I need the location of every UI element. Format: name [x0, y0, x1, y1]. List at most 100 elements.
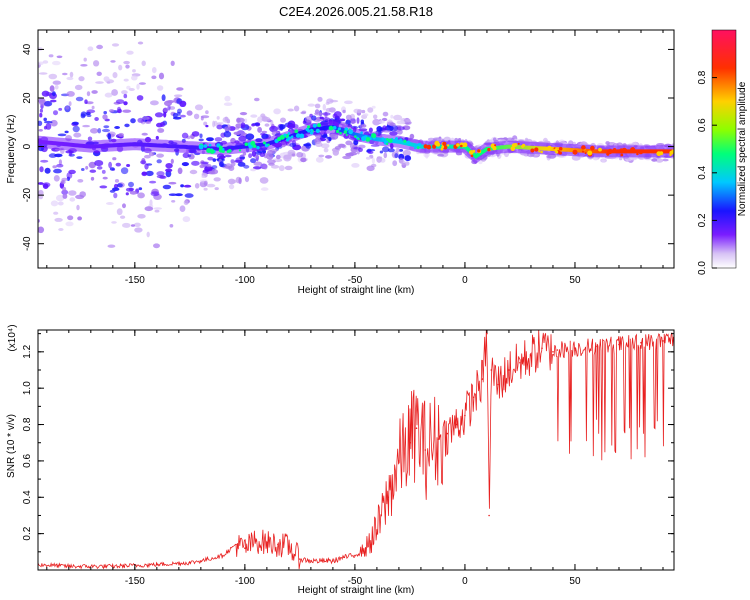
heatmap-cell: [397, 129, 403, 135]
ridge-peak: [584, 152, 587, 155]
snr-data-point: [508, 369, 510, 371]
heatmap-cell: [137, 192, 145, 199]
heatmap-cell: [137, 117, 144, 123]
ridge-peak: [315, 128, 320, 133]
heatmap-cell: [115, 99, 125, 104]
ridge-peak: [337, 127, 341, 131]
heatmap-cell: [379, 150, 384, 154]
heatmap-cell: [76, 204, 80, 211]
heatmap-cell: [128, 88, 135, 91]
heatmap-cell: [151, 75, 157, 80]
ridge-peak: [309, 131, 314, 135]
heatmap-cell: [131, 75, 138, 81]
heatmap-cell: [244, 118, 248, 123]
heatmap-cell: [102, 128, 110, 133]
heatmap-cell: [367, 107, 374, 113]
heatmap-cell: [267, 159, 276, 164]
heatmap-cell: [87, 136, 93, 142]
heatmap-cell: [78, 76, 85, 82]
heatmap-cell: [356, 117, 360, 124]
snr-data-point: [574, 347, 576, 350]
heatmap-cell: [325, 155, 332, 159]
ridge-peak: [256, 146, 260, 150]
heatmap-cell: [373, 114, 378, 120]
heatmap-cell: [102, 114, 108, 120]
heatmap-cell: [104, 92, 113, 98]
ridge-peak: [434, 140, 440, 146]
heatmap-cell: [144, 154, 151, 159]
ridge-peak: [267, 143, 270, 146]
colorbar-tick-label: 0.4: [697, 165, 708, 179]
snr-data-point: [244, 547, 246, 549]
heatmap-cell: [123, 93, 128, 99]
y-tick-label: 40: [22, 43, 33, 55]
snr-scale-label: (x10⁴): [7, 324, 18, 351]
heatmap-cell: [662, 158, 669, 162]
heatmap-cell: [201, 175, 205, 179]
y-tick-label: 20: [22, 92, 33, 104]
heatmap-cell: [176, 87, 184, 91]
heatmap-cell: [342, 109, 346, 114]
ridge-peak: [513, 143, 518, 147]
ridge-peak: [623, 148, 627, 152]
snr-data-point: [486, 332, 488, 335]
heatmap-cell: [103, 111, 107, 115]
snr-data-point: [409, 441, 411, 444]
heatmap-cell: [163, 111, 167, 118]
ridge-peak: [517, 142, 520, 145]
heatmap-cell: [350, 121, 357, 124]
heatmap-cell: [111, 89, 118, 96]
heatmap-cell: [77, 216, 82, 221]
heatmap-cell: [205, 110, 209, 115]
heatmap-cell: [203, 121, 208, 126]
heatmap-cell: [321, 112, 331, 116]
heatmap-cell: [144, 206, 154, 212]
heatmap-cell: [154, 112, 164, 118]
heatmap-cell: [251, 150, 257, 157]
snr-data-point: [455, 423, 457, 426]
heatmap-cell: [236, 117, 245, 123]
heatmap-cell: [155, 135, 159, 140]
snr-data-point: [488, 514, 490, 517]
heatmap-cell: [177, 167, 183, 175]
snr-data-point: [200, 560, 202, 562]
heatmap-cell: [436, 138, 445, 142]
heatmap-cell: [69, 197, 76, 202]
ridge-peak: [582, 150, 585, 153]
heatmap-cell: [181, 132, 189, 139]
heatmap-cell: [162, 184, 172, 190]
ridge-peak: [555, 150, 559, 154]
heatmap-cell: [50, 99, 57, 103]
heatmap-cell: [318, 112, 323, 117]
heatmap-cell: [132, 69, 136, 73]
ridge-peak: [587, 150, 593, 156]
colorbar-tick-label: 0.6: [697, 118, 708, 132]
heatmap-cell: [214, 137, 223, 142]
heatmap-cell: [99, 185, 108, 189]
ridge-peak: [317, 123, 322, 128]
x-tick-label: -100: [235, 275, 255, 286]
heatmap-cell: [183, 184, 192, 188]
heatmap-cell: [311, 115, 317, 121]
y-tick-label: 0.2: [22, 526, 33, 540]
ridge-peak: [348, 129, 354, 135]
heatmap-cell: [182, 216, 191, 223]
heatmap-cell: [280, 117, 286, 123]
heatmap-cell: [314, 103, 321, 109]
heatmap-cell: [224, 95, 231, 102]
snr-data-point: [472, 396, 475, 399]
heatmap-cell: [124, 123, 130, 128]
heatmap-cell: [168, 193, 178, 196]
ridge-peak: [472, 149, 476, 153]
ridge-peak: [262, 141, 266, 145]
heatmap-cell: [206, 137, 214, 142]
heatmap-cell: [167, 104, 171, 111]
heatmap-cell: [328, 137, 332, 142]
heatmap-cell: [201, 161, 209, 165]
spectrogram-frame: [37, 29, 675, 269]
heatmap-cell: [180, 184, 185, 188]
heatmap-cell: [376, 156, 383, 159]
heatmap-cell: [54, 217, 63, 222]
heatmap-cell: [114, 126, 120, 129]
heatmap-cell: [75, 96, 84, 102]
